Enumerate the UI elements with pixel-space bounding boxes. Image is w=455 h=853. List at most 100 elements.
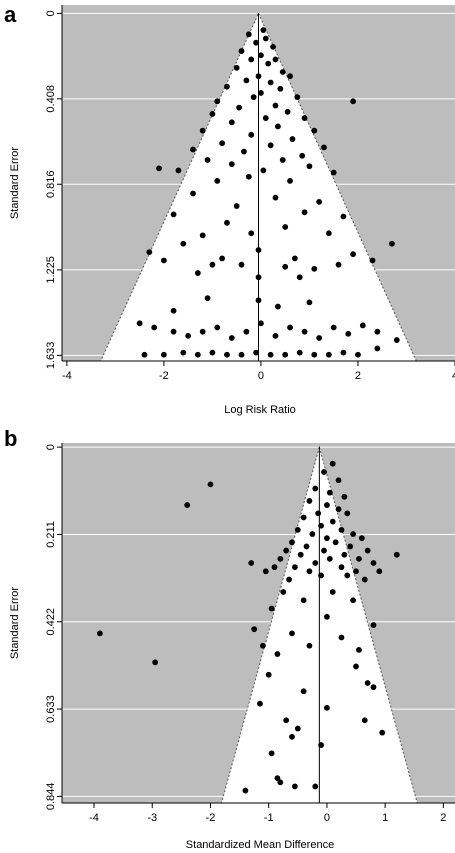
y-tick-label: 0 — [45, 10, 57, 16]
data-point — [361, 717, 368, 724]
data-point — [170, 307, 177, 314]
data-point — [306, 568, 313, 575]
data-point — [289, 136, 296, 142]
panel-label-b: b — [4, 426, 17, 451]
data-point — [250, 94, 257, 101]
data-point — [316, 198, 323, 205]
data-point — [277, 555, 284, 562]
x-tick-label: 2 — [440, 812, 446, 824]
x-tick-label: 2 — [355, 370, 361, 382]
data-point — [275, 123, 281, 130]
data-point — [262, 568, 269, 575]
data-point — [204, 157, 211, 163]
data-point — [248, 131, 255, 138]
data-point — [207, 481, 214, 488]
data-point — [324, 535, 330, 542]
data-point — [180, 240, 187, 247]
data-point — [330, 169, 337, 176]
y-axis-title-a: Standard Error — [9, 147, 21, 219]
data-point — [324, 613, 330, 620]
data-point — [243, 77, 250, 84]
data-point — [338, 634, 345, 641]
data-point — [335, 261, 342, 268]
data-point — [255, 274, 262, 281]
data-point — [389, 240, 395, 247]
data-point — [321, 144, 327, 151]
data-point — [340, 349, 347, 356]
data-point — [214, 98, 221, 105]
data-point — [393, 551, 400, 558]
data-point — [272, 56, 279, 63]
data-point — [370, 622, 377, 628]
data-point — [280, 589, 287, 595]
data-point — [306, 498, 313, 504]
data-point — [245, 173, 252, 180]
data-point — [238, 351, 245, 358]
data-point — [338, 564, 345, 571]
data-point — [306, 299, 313, 306]
data-point — [294, 725, 301, 732]
data-point — [345, 330, 352, 337]
data-point — [350, 531, 357, 537]
data-point — [277, 85, 284, 92]
x-tick-label: -2 — [206, 812, 216, 824]
x-tick-label: -4 — [62, 370, 72, 382]
data-point — [353, 568, 359, 575]
data-point — [324, 502, 330, 508]
data-point — [335, 477, 342, 484]
data-point — [329, 518, 336, 525]
data-point — [170, 211, 177, 218]
data-point — [289, 539, 295, 546]
data-point — [190, 146, 196, 153]
data-point — [275, 303, 281, 310]
data-point — [326, 489, 333, 496]
data-point — [253, 39, 259, 46]
data-point — [291, 783, 298, 790]
y-tick-label: 0.422 — [45, 608, 57, 636]
x-axis-ticks-b: -4 -3 -2 -1 0 1 2 — [62, 802, 455, 824]
x-tick-label: -3 — [147, 812, 157, 824]
data-point — [306, 642, 313, 649]
data-point — [311, 351, 318, 358]
data-point — [356, 555, 362, 562]
data-point — [228, 161, 235, 168]
data-point — [311, 265, 318, 272]
data-point — [214, 324, 221, 331]
data-point — [344, 510, 351, 517]
data-point — [267, 142, 274, 149]
data-point — [350, 98, 357, 105]
data-point — [209, 349, 216, 356]
data-point — [258, 320, 264, 327]
data-point — [219, 255, 226, 262]
funnel-plot-b: b -4 -3 -2 -1 0 1 2 0 0.211 0.422 0.633 0.844 Stan… — [4, 426, 455, 851]
data-point — [284, 108, 291, 115]
data-point — [318, 572, 324, 579]
data-point — [329, 589, 336, 595]
data-point — [180, 349, 187, 356]
y-axis-title-b: Standard Error — [9, 587, 21, 659]
data-point — [233, 203, 240, 209]
data-point — [312, 560, 319, 566]
data-point — [199, 232, 206, 239]
data-point — [347, 543, 354, 550]
data-point — [312, 783, 319, 790]
data-point — [301, 328, 308, 335]
data-point — [160, 351, 167, 358]
data-point — [255, 73, 262, 80]
data-point — [287, 73, 293, 80]
data-point — [294, 526, 301, 533]
data-point — [270, 43, 276, 50]
data-point — [204, 295, 211, 302]
data-point — [279, 69, 286, 75]
data-point — [370, 684, 377, 691]
y-tick-label: 0.408 — [45, 85, 57, 113]
data-point — [374, 328, 381, 335]
data-point — [265, 60, 272, 67]
data-point — [393, 337, 400, 343]
data-point — [248, 56, 255, 63]
data-point — [272, 102, 279, 109]
data-point — [286, 576, 292, 583]
data-point — [374, 345, 381, 352]
data-point — [214, 178, 221, 184]
x-axis-title-a: Log Risk Ratio — [224, 404, 296, 416]
